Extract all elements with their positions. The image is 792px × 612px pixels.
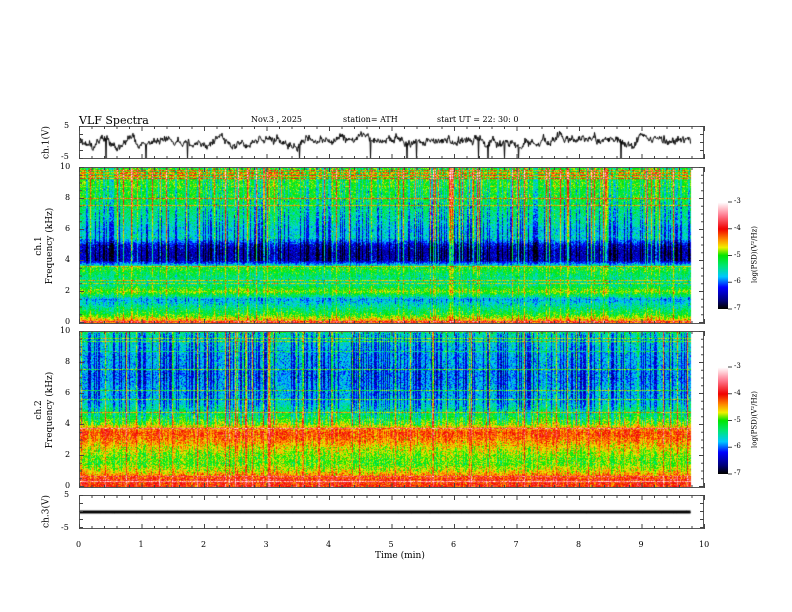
x-tick-label: 5: [388, 540, 394, 549]
ch3-ylabel: ch.3(V): [41, 495, 52, 528]
ch2-spectrogram-ytick: 8: [65, 357, 71, 366]
ch3-waveform-line: [80, 496, 703, 528]
ch2-spectrogram-ytick: 0: [65, 481, 71, 490]
ch1-label: ch.1: [34, 236, 44, 256]
colorbar-tick: -7: [734, 304, 741, 312]
ch2-spectrogram-ytick: 6: [65, 388, 71, 397]
x-tick-label: 7: [513, 540, 519, 549]
ch1-spectrogram-panel: [79, 167, 704, 324]
ch2-spectrogram-ytick: 10: [60, 326, 71, 335]
x-tick-label: 8: [576, 540, 582, 549]
colorbar-tick: -5: [734, 250, 741, 259]
ch1-colorbar: [718, 202, 728, 309]
colorbar-tick: -7: [734, 469, 741, 477]
ch1-spectrogram-ylabel: ch.1 Frequency (kHz): [34, 191, 56, 301]
ch1-spectrogram-heatmap: [80, 168, 703, 323]
x-tick-label: 1: [138, 540, 144, 549]
ch1-spectrogram-ytick: 0: [65, 317, 71, 326]
colorbar-tick: -3: [734, 362, 741, 370]
x-tick-label: 10: [699, 540, 710, 549]
ch2-label: ch.2: [34, 400, 44, 420]
x-tick-label: 9: [638, 540, 644, 549]
ch1-waveform-line: [80, 127, 703, 158]
colorbar-tick: -6: [734, 442, 741, 451]
colorbar-tick: -4: [734, 388, 741, 397]
frequency-label: Frequency (kHz): [45, 207, 55, 285]
colorbar-tick: -6: [734, 277, 741, 286]
colorbar-gradient: [718, 202, 728, 309]
colorbar-tick: -3: [734, 197, 741, 205]
ch3-ytick: -5: [61, 523, 69, 532]
start-ut-label: start UT = 22: 30: 0: [437, 115, 519, 124]
station-label: station= ATH: [343, 115, 398, 124]
ch1-colorbar-label: log(PSD)(V²/Hz): [750, 226, 759, 283]
frequency-label: Frequency (kHz): [45, 371, 55, 449]
x-tick-label: 2: [201, 540, 207, 549]
ch1-spectrogram-ytick: 6: [65, 224, 71, 233]
colorbar-gradient: [718, 367, 728, 474]
ch3-ytick: 5: [64, 490, 70, 499]
x-tick-label: 0: [76, 540, 82, 549]
date-label: Nov.3 , 2025: [251, 115, 303, 124]
ch1-ytick: -5: [61, 152, 69, 161]
ch1-ytick: 5: [64, 121, 70, 130]
x-tick-label: 4: [326, 540, 332, 549]
x-axis-label: Time (min): [375, 551, 425, 561]
ch2-spectrogram-ytick: 4: [65, 419, 71, 428]
ch1-spectrogram-ytick: 8: [65, 193, 71, 202]
ch2-spectrogram-heatmap: [80, 332, 703, 487]
ch1-spectrogram-ytick: 4: [65, 255, 71, 264]
x-tick-label: 3: [263, 540, 269, 549]
ch2-colorbar-label: log(PSD)(V²/Hz): [750, 391, 759, 448]
colorbar-tick: -4: [734, 223, 741, 232]
ch1-spectrogram-ytick: 10: [60, 162, 71, 171]
ch2-colorbar: [718, 367, 728, 474]
x-tick-label: 6: [451, 540, 457, 549]
ch1-spectrogram-ytick: 2: [65, 286, 71, 295]
ch2-spectrogram-ylabel: ch.2 Frequency (kHz): [34, 355, 56, 465]
ch1-ylabel: ch.1(V): [41, 126, 52, 159]
chart-title: VLF Spectra: [79, 114, 149, 127]
colorbar-tick: -5: [734, 415, 741, 424]
ch2-spectrogram-ytick: 2: [65, 450, 71, 459]
